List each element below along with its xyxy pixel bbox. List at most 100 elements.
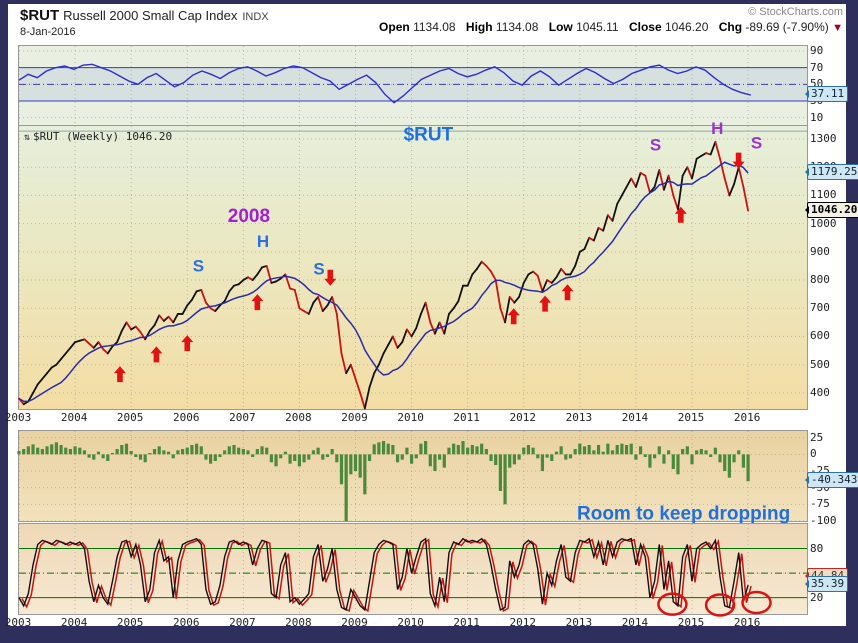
chart-annotation: S (193, 256, 204, 275)
price-segment (391, 335, 399, 349)
price-segment (466, 273, 474, 287)
histogram-bar (171, 454, 175, 459)
histogram-bar (297, 454, 302, 467)
price-segment (382, 344, 390, 355)
price-segment (209, 307, 217, 312)
price-segment (490, 270, 497, 281)
stochastic-plot (18, 524, 807, 617)
value-callout: 37.11 (804, 86, 849, 103)
x-tick-label: 2016 (733, 411, 761, 424)
x-tick-label: 2007 (229, 616, 256, 629)
y-tick-label: 1000 (810, 216, 837, 230)
histogram-bar (610, 450, 615, 455)
price-segment (60, 352, 67, 360)
histogram-bar (732, 454, 736, 463)
up-arrow-icon (181, 335, 194, 352)
price-segment (317, 296, 324, 312)
histogram-bar (554, 451, 559, 455)
histogram-bar (260, 446, 264, 455)
change-value: -89.69 (-7.90%) (745, 20, 829, 34)
price-segment (120, 321, 128, 332)
histogram-bar (545, 454, 549, 458)
price-segment (443, 313, 450, 335)
histogram-bar (723, 454, 727, 471)
histogram-bar (414, 454, 418, 459)
histogram-bar (653, 454, 657, 459)
histogram-bar (508, 454, 512, 468)
price-segment (667, 174, 675, 197)
histogram-bar (517, 454, 521, 460)
price-segment (88, 342, 95, 349)
price-segment (64, 346, 72, 355)
histogram-bar (596, 445, 601, 455)
chart-annotation: H (711, 119, 723, 138)
price-segment (691, 157, 698, 180)
price-panel-label: ⇅ $RUT (Weekly) 1046.20 (24, 130, 172, 143)
price-segment (106, 345, 114, 355)
price-segment (130, 325, 137, 331)
x-tick-label: 2007 (229, 411, 256, 424)
histogram-bar (96, 451, 101, 455)
price-segment (228, 284, 235, 293)
histogram-bar (40, 449, 44, 455)
price-segment (709, 140, 717, 156)
x-tick-label: 2005 (116, 411, 144, 424)
histogram-bar (629, 443, 633, 455)
quote-block: © StockCharts.com Open 1134.08 High 1134… (372, 6, 843, 34)
price-segment (256, 266, 263, 276)
collapse-icon[interactable]: ⇅ (24, 132, 31, 143)
histogram-bar (391, 445, 395, 455)
up-arrow-icon (561, 284, 574, 301)
down-arrow-icon (324, 269, 337, 286)
symbol-block: $RUT Russell 2000 Small Cap Index INDX 8-J… (20, 7, 269, 38)
price-segment (429, 321, 436, 335)
histogram-bar (582, 446, 587, 455)
histogram-bar (274, 454, 278, 467)
histogram-bar (87, 454, 91, 458)
price-segment (499, 307, 506, 324)
up-arrow-icon (507, 308, 520, 325)
high-label: High (465, 20, 493, 34)
histogram-bar (246, 450, 250, 455)
price-segment (69, 341, 76, 349)
price-segment (340, 352, 348, 375)
y-tick-label: -75 (810, 497, 830, 511)
price-segment (635, 171, 642, 188)
histogram-bar (484, 449, 488, 455)
y-tick-label: 400 (810, 385, 830, 399)
price-segment (275, 277, 282, 283)
histogram-bar (536, 454, 540, 459)
price-segment (134, 325, 142, 334)
price-segment (139, 331, 147, 341)
y-tick-label: 20 (810, 590, 824, 604)
price-segment (457, 284, 464, 303)
price-segment (737, 166, 745, 188)
price-segment (50, 363, 58, 369)
histogram-bar (741, 454, 746, 468)
price-segment (485, 265, 492, 273)
x-tick-label: 2011 (453, 616, 480, 629)
change-direction-icon[interactable]: ▼ (832, 22, 843, 34)
price-segment (293, 289, 301, 310)
histogram-bar (288, 454, 292, 464)
x-tick-label: 2004 (60, 411, 88, 424)
histogram-bar (64, 447, 68, 455)
price-segment (83, 338, 91, 345)
low-value: 1045.11 (576, 20, 619, 34)
price-segment (504, 296, 511, 324)
histogram-bar (358, 454, 362, 478)
momentum-plot: Room to keep dropping (17, 431, 807, 525)
histogram-bar (489, 454, 493, 461)
histogram-bar (592, 450, 596, 455)
price-segment (148, 324, 156, 332)
histogram-bar (400, 454, 404, 460)
value-callout: 35.39 (804, 576, 849, 593)
histogram-bar (568, 454, 573, 459)
price-segment (125, 321, 133, 331)
price-segment (265, 265, 273, 284)
histogram-bar (330, 449, 334, 455)
histogram-bar (676, 454, 680, 475)
histogram-bar (251, 454, 255, 457)
rsi-panel (18, 45, 808, 127)
histogram-bar (746, 454, 750, 482)
